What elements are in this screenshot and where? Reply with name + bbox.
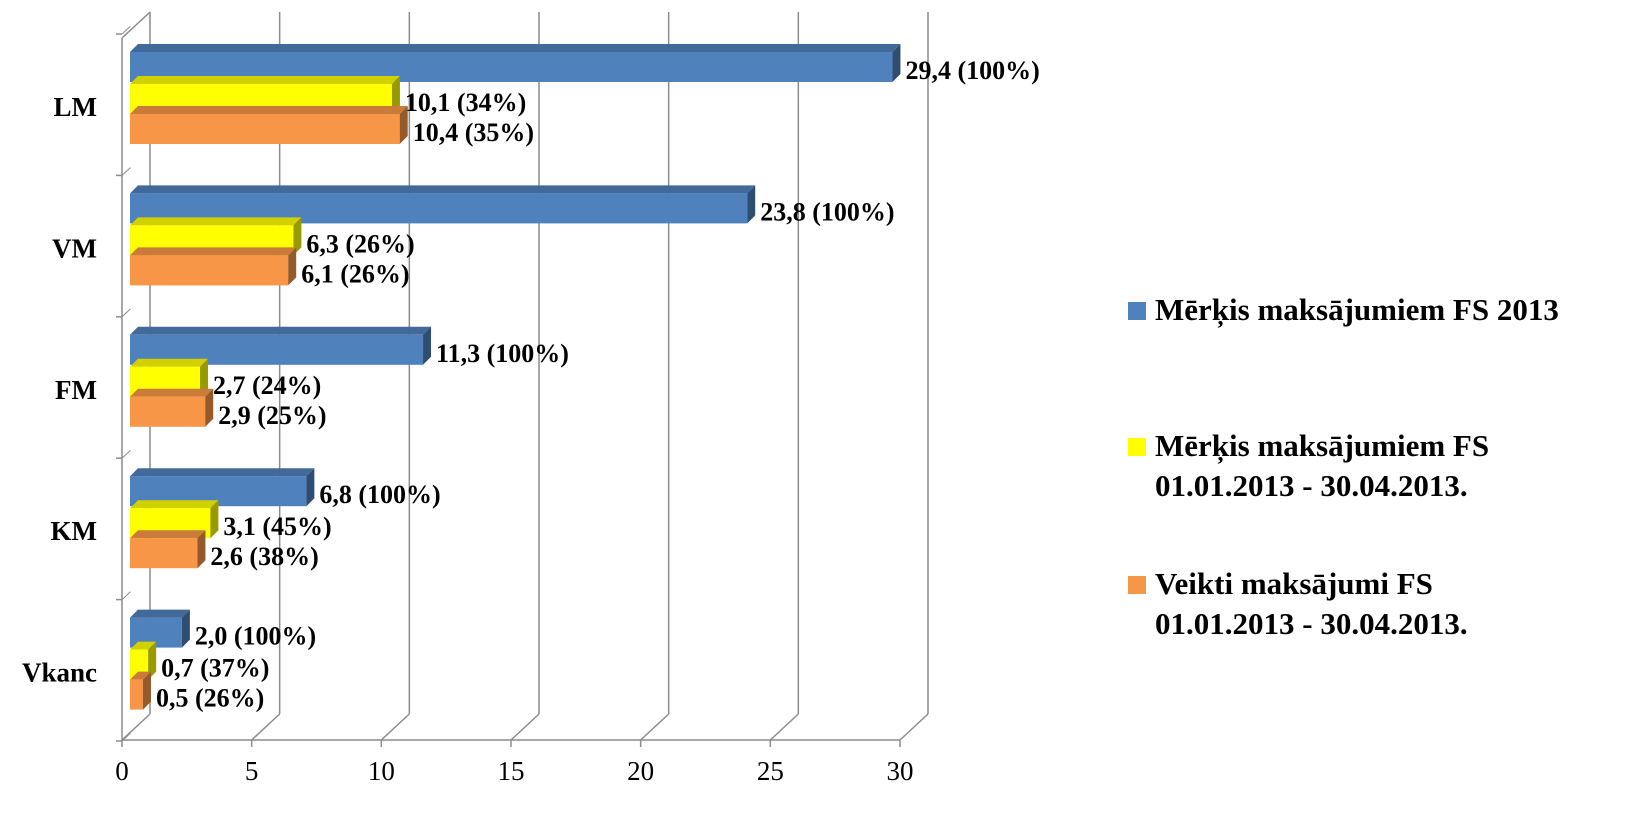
bar-top — [130, 609, 190, 618]
bar-top — [130, 500, 219, 509]
floor-gridline — [640, 713, 670, 741]
bar-end — [306, 468, 315, 507]
bar-top — [130, 106, 408, 114]
bar-top — [130, 671, 151, 680]
floor-gridline — [769, 713, 799, 741]
bar — [130, 538, 198, 569]
bar-top — [130, 185, 756, 194]
data-label: 23,8 (100%) — [760, 197, 894, 226]
bar-top — [130, 247, 297, 256]
data-label: 0,7 (37%) — [161, 654, 269, 683]
data-label: 29,4 (100%) — [905, 56, 1039, 85]
bar-end — [288, 247, 297, 286]
y-tick-label: Vkanc — [22, 658, 97, 688]
legend-label: Mērķis maksājumiem FS 2013 — [1155, 292, 1559, 327]
bar-end — [892, 44, 901, 82]
data-label: 10,4 (35%) — [413, 118, 534, 147]
bar-end — [197, 530, 206, 569]
data-label: 0,5 (26%) — [156, 684, 264, 713]
bar-end — [399, 106, 408, 144]
side-wall-divider — [121, 591, 131, 600]
legend-item-target-period: Mērķis maksājumiem FS 01.01.2013 - 30.04… — [1128, 426, 1489, 506]
side-wall-divider — [121, 450, 131, 459]
x-tick-label: 30 — [887, 756, 914, 786]
floor-gridline — [121, 713, 151, 741]
data-label: 2,6 (38%) — [210, 542, 318, 571]
bar-top — [130, 468, 315, 477]
floor-gridline — [380, 713, 410, 741]
bar-top — [130, 217, 302, 226]
bar-top — [130, 44, 901, 52]
data-label: 2,0 (100%) — [195, 622, 316, 651]
legend-swatch — [1128, 438, 1146, 456]
bar-end — [423, 326, 432, 365]
side-wall-divider — [121, 25, 131, 35]
bar-top — [130, 358, 209, 367]
data-label: 10,1 (34%) — [405, 88, 526, 117]
x-tick-label: 25 — [757, 756, 784, 786]
bar — [130, 679, 143, 710]
y-tick-label: FM — [55, 375, 97, 405]
legend-swatch — [1128, 576, 1146, 594]
bar-end — [205, 388, 214, 427]
y-tick-label: LM — [54, 92, 98, 122]
floor-gridline — [251, 713, 281, 741]
x-tick-label: 20 — [627, 756, 654, 786]
bar-end — [391, 76, 400, 114]
data-label: 2,9 (25%) — [218, 401, 326, 430]
bar-top — [130, 76, 400, 84]
legend-item-target-2013: Mērķis maksājumiem FS 2013 — [1128, 290, 1559, 330]
x-tick-label: 15 — [498, 756, 525, 786]
bar-end — [747, 185, 756, 224]
y-tick-label: VM — [52, 233, 97, 263]
data-label: 6,1 (26%) — [301, 259, 409, 288]
side-wall-divider — [121, 308, 131, 318]
bar-top — [130, 530, 206, 539]
bar — [130, 396, 206, 427]
side-wall-divider — [121, 732, 131, 742]
y-tick-label: KM — [51, 516, 98, 546]
bar-top — [130, 388, 214, 397]
bar — [130, 114, 400, 144]
side-wall-divider — [121, 167, 131, 176]
legend-label: Veikti maksājumi FS 01.01.2013 - 30.04.2… — [1155, 566, 1468, 641]
bar-end — [200, 358, 209, 397]
bar-end — [293, 217, 302, 256]
legend-label: Mērķis maksājumiem FS 01.01.2013 - 30.04… — [1155, 428, 1490, 503]
bar-top — [130, 641, 157, 650]
x-tick-label: 10 — [368, 756, 395, 786]
data-label: 3,1 (45%) — [223, 512, 331, 541]
x-tick-label: 5 — [245, 756, 259, 786]
floor-gridline — [510, 713, 540, 741]
side-wall-top — [121, 11, 151, 39]
bar — [130, 255, 289, 286]
bar-top — [130, 326, 432, 335]
legend-item-payments-made: Veikti maksājumi FS 01.01.2013 - 30.04.2… — [1128, 564, 1468, 644]
bar-end — [210, 500, 219, 539]
bar-end — [181, 609, 190, 648]
data-label: 2,7 (24%) — [213, 371, 321, 400]
data-label: 11,3 (100%) — [436, 339, 569, 368]
bar-end — [148, 641, 157, 680]
x-tick-label: 0 — [115, 756, 129, 786]
legend-swatch — [1128, 302, 1146, 320]
floor-gridline — [899, 713, 929, 741]
data-label: 6,3 (26%) — [306, 229, 414, 258]
data-label: 6,8 (100%) — [319, 480, 440, 509]
bar-end — [142, 671, 151, 710]
